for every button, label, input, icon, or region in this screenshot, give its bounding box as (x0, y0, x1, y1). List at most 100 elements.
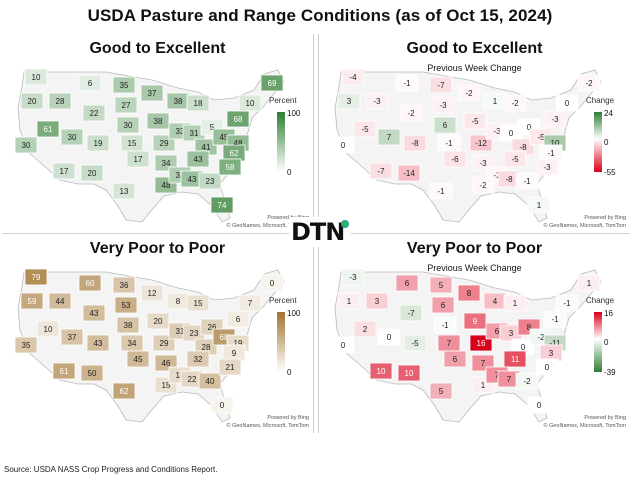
state-fill (210, 396, 234, 414)
state-value-label: -3 (543, 163, 551, 172)
state-fill (515, 372, 539, 390)
state-pa: 68 (226, 110, 250, 128)
state-ks: 15 (120, 134, 144, 152)
state-fill (126, 150, 150, 168)
state-me: 1 (577, 274, 601, 292)
attribution-line: Powered by Bing (267, 215, 309, 222)
state-ga: -2 (515, 372, 539, 390)
state-fill (429, 182, 453, 200)
state-fill (116, 116, 140, 134)
legend-title: Percent (269, 296, 297, 305)
state-fill (186, 350, 210, 368)
state-fill (226, 310, 250, 328)
state-mi: -2 (503, 94, 527, 112)
panel-title: Very Poor to Poor (406, 240, 543, 257)
state-value-label: -1 (403, 79, 411, 88)
state-value-label: 61 (60, 367, 69, 376)
state-value-label: 10 (246, 99, 255, 108)
state-ut: 7 (377, 128, 401, 146)
state-value-label: 29 (160, 339, 169, 348)
state-value-label: 0 (565, 99, 570, 108)
state-value-label: -1 (445, 139, 453, 148)
state-fill (397, 164, 421, 182)
state-value-label: -1 (523, 177, 531, 186)
state-value-label: 3 (347, 97, 352, 106)
state-value-label: 7 (481, 359, 486, 368)
map-attribution: Powered by Bing © GeoNames, Microsoft, T… (544, 415, 627, 430)
state-value-label: 20 (88, 169, 97, 178)
state-nd: 36 (112, 276, 136, 294)
map-attribution: Powered by Bing © GeoNames, Microsoft, T… (227, 415, 310, 430)
state-value-label: 18 (194, 99, 203, 108)
state-value-label: 6 (443, 121, 448, 130)
state-value-label: 11 (511, 355, 520, 364)
state-value-label: -1 (551, 315, 559, 324)
state-fill (399, 304, 423, 322)
state-value-label: 1 (347, 297, 352, 306)
state-wi: 4 (483, 292, 507, 310)
state-fill (503, 294, 527, 312)
state-value-label: -5 (411, 339, 419, 348)
state-value-label: 10 (405, 369, 414, 378)
state-fill (443, 150, 467, 168)
state-value-label: 41 (202, 143, 211, 152)
state-value-label: 1 (513, 299, 518, 308)
state-value-label: 28 (56, 97, 65, 106)
state-fill (52, 162, 76, 180)
state-tx: -1 (429, 182, 453, 200)
state-value-label: 79 (32, 273, 41, 282)
state-ny: 7 (238, 294, 262, 312)
state-fill (443, 350, 467, 368)
state-fill (186, 150, 210, 168)
state-fill (112, 76, 136, 94)
state-fill (515, 172, 539, 190)
state-fill (331, 136, 355, 154)
state-ut: 0 (377, 328, 401, 346)
state-ca: 0 (331, 336, 355, 354)
state-value-label: 1 (493, 97, 498, 106)
state-fill (341, 268, 365, 286)
state-fill (20, 292, 44, 310)
state-value-label: 44 (56, 297, 65, 306)
state-fill (14, 336, 38, 354)
state-ny: 10 (238, 94, 262, 112)
state-mt: 6 (78, 74, 102, 92)
state-fl: 0 (527, 396, 551, 414)
state-sc: 58 (218, 158, 242, 176)
state-value-label: 8 (176, 297, 181, 306)
state-fill (218, 158, 242, 176)
state-value-label: 20 (28, 97, 37, 106)
panel-good-excellent-change: -4 3 -3 -1 -2 -7 -3 6 -2 -5 1 -2 0 -5 7 -8 -1 -12 -3 0 0 -3 0-… (318, 34, 630, 234)
legend-max: 100 (287, 309, 301, 318)
state-tx: 62 (112, 382, 136, 400)
state-value-label: -8 (519, 143, 527, 152)
state-fill (353, 320, 377, 338)
state-value-label: 5 (210, 123, 215, 132)
state-sc: 0 (535, 358, 559, 376)
state-fill (433, 316, 457, 334)
state-fill (114, 296, 138, 314)
logo-text: DTN (291, 218, 345, 246)
state-value-label: 68 (234, 115, 243, 124)
state-wi: 8 (166, 292, 190, 310)
state-fill (377, 328, 401, 346)
state-value-label: 43 (194, 155, 203, 164)
state-value-label: 17 (134, 155, 143, 164)
state-value-label: -7 (377, 167, 385, 176)
state-ga: -1 (515, 172, 539, 190)
state-fill (397, 364, 421, 382)
state-value-label: 0 (527, 123, 532, 132)
state-value-label: 1 (481, 381, 486, 390)
state-wi: 1 (483, 92, 507, 110)
state-fill (198, 372, 222, 390)
state-fill (535, 158, 559, 176)
state-ok: -6 (443, 150, 467, 168)
state-value-label: 43 (90, 309, 99, 318)
state-wa: -4 (341, 68, 365, 86)
legend-gradient-bar (594, 112, 602, 172)
state-ca: 30 (14, 136, 38, 154)
state-wa: -3 (341, 268, 365, 286)
state-ok: 6 (443, 350, 467, 368)
state-value-label: 10 (551, 139, 560, 148)
dtn-logo: DTN (289, 217, 351, 247)
